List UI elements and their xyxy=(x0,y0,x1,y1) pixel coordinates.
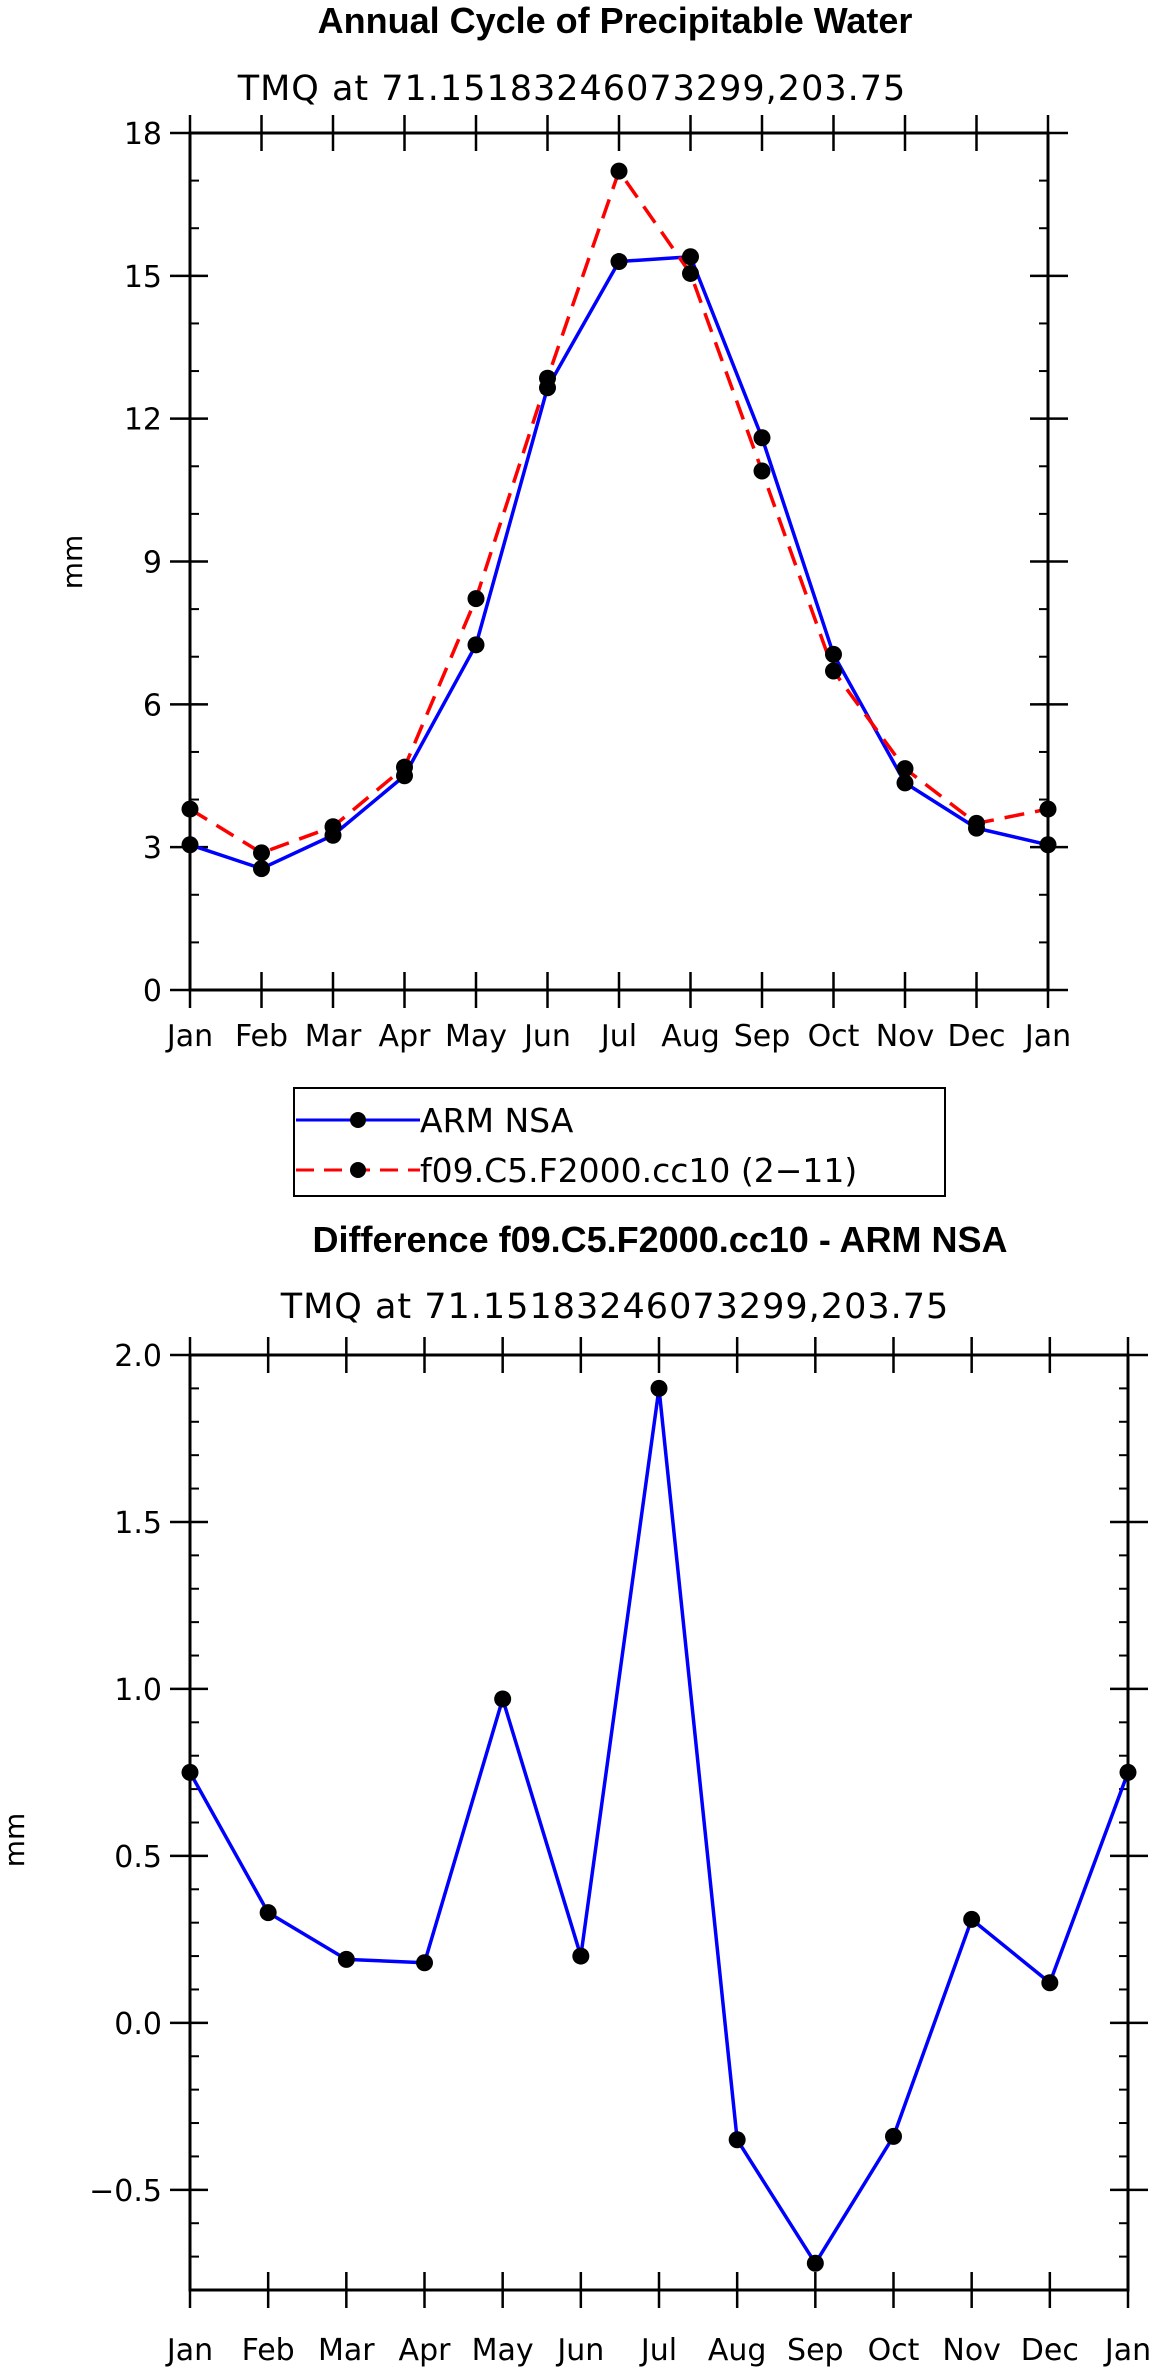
chart1-series-0-point xyxy=(682,248,699,266)
chart1-xtick-label: Dec xyxy=(947,1019,1005,1054)
chart2-axes: −0.5 0.0 0.5 1.0 1.5 2.0 Jan Feb Mar Apr May Jun Jul… xyxy=(89,1337,1151,2368)
chart1-xtick-label: Aug xyxy=(661,1019,720,1054)
annual-cycle-chart: Annual Cycle of Precipitable Water TMQ a… xyxy=(56,0,1071,1054)
chart2-ytick-label: 0.5 xyxy=(114,1840,162,1875)
chart2-series-0-point xyxy=(259,1904,277,1922)
chart2-plot-area xyxy=(181,1379,1137,2272)
chart1-series-1-point xyxy=(968,814,985,832)
chart2-ytick-label: 1.5 xyxy=(114,1506,162,1541)
legend-model-label: f09.C5.F2000.cc10 (2−11) xyxy=(420,1151,857,1190)
chart2-xtick-label: Jan xyxy=(1103,2333,1151,2368)
chart2-ylabel: mm xyxy=(0,1813,31,1868)
chart2-xtick-label: Jun xyxy=(555,2333,604,2368)
chart2-xtick-label: Nov xyxy=(942,2333,1001,2368)
chart1-series-1-point xyxy=(467,590,485,608)
chart1-ytick-label: 6 xyxy=(143,688,162,723)
chart1-xtick-label: Sep xyxy=(734,1019,791,1054)
chart1-ytick-label: 3 xyxy=(143,831,162,866)
chart2-series-0-point xyxy=(885,2127,902,2145)
chart1-ytick-label: 12 xyxy=(124,403,162,438)
chart1-series-1-point xyxy=(181,800,199,818)
chart1-ytick-label: 18 xyxy=(124,117,162,152)
chart2-series-line-0 xyxy=(188,1386,1130,2266)
chart2-subtitle: TMQ at 71.15183246073299,203.75 xyxy=(280,1287,950,1327)
chart2-frame xyxy=(188,1353,1130,2292)
chart2-ytick-label: 0.0 xyxy=(114,2007,162,2042)
chart1-ytick-label: 15 xyxy=(124,260,162,295)
chart1-series-0-point xyxy=(610,253,628,271)
chart1-title: Annual Cycle of Precipitable Water xyxy=(318,0,913,41)
legend-arm-label: ARM NSA xyxy=(420,1101,574,1140)
chart2-series-0-point xyxy=(416,1954,433,1972)
chart1-xtick-label: Jul xyxy=(599,1019,637,1054)
chart2-xtick-label: Dec xyxy=(1021,2333,1079,2368)
chart2-xtick-label: May xyxy=(472,2333,534,2368)
chart2-ytick-label: −0.5 xyxy=(89,2174,162,2209)
chart2-xtick-label: Sep xyxy=(787,2333,844,2368)
chart1-xtick-label: Jan xyxy=(165,1019,213,1054)
difference-chart: Difference f09.C5.F2000.cc10 - ARM NSA T… xyxy=(0,1219,1151,2368)
chart1-xtick-label: Apr xyxy=(379,1019,432,1054)
chart1-xtick-label: Nov xyxy=(876,1019,935,1054)
chart2-xtick-label: Jan xyxy=(165,2333,213,2368)
chart2-xtick-label: Apr xyxy=(399,2333,452,2368)
chart1-ytick-label: 9 xyxy=(143,546,162,581)
chart1-xtick-label: Mar xyxy=(305,1019,362,1054)
chart2-ytick-label: 1.0 xyxy=(114,1673,162,1708)
chart2-series-0-point xyxy=(1041,1974,1059,1992)
chart2-series-0-point xyxy=(650,1379,668,1397)
chart1-xtick-label: Jun xyxy=(522,1019,571,1054)
chart2-series-0-point xyxy=(337,1950,355,1968)
chart1-axes: 0 3 6 9 12 15 18 Jan Feb Mar Apr May Jun Jul Aug Sep Oct… xyxy=(124,115,1071,1054)
chart2-series-0-point xyxy=(963,1910,981,1928)
chart1-series-0-point xyxy=(181,836,199,854)
chart2-xtick-label: Oct xyxy=(868,2333,920,2368)
chart1-series-1-point xyxy=(682,264,699,282)
chart1-series-0-point xyxy=(753,429,771,447)
chart2-series-0-point xyxy=(728,2131,746,2149)
chart1-xtick-label: Jan xyxy=(1023,1019,1071,1054)
chart2-xtick-label: Jul xyxy=(639,2333,677,2368)
chart1-series-0-point xyxy=(825,645,842,663)
chart1-ytick-label: 0 xyxy=(143,974,162,1009)
chart1-series-line-0 xyxy=(189,255,1049,871)
chart1-series-1-point xyxy=(253,844,270,862)
chart2-xtick-label: Feb xyxy=(242,2333,295,2368)
chart2-series-0-point xyxy=(181,1763,199,1781)
legend-model-marker xyxy=(350,1162,366,1178)
chart1-series-1-point xyxy=(396,758,413,776)
chart1-xtick-label: May xyxy=(445,1019,507,1054)
chart1-xtick-label: Oct xyxy=(808,1019,860,1054)
chart1-ylabel: mm xyxy=(56,535,89,590)
chart2-series-0-point xyxy=(494,1690,512,1708)
chart2-series-0-point xyxy=(572,1947,590,1965)
legend-arm-marker xyxy=(350,1112,366,1128)
chart1-series-1-point xyxy=(896,760,914,778)
chart1-series-1-point xyxy=(610,162,628,180)
chart1-legend: ARM NSA f09.C5.F2000.cc10 (2−11) xyxy=(293,1087,946,1197)
chart1-plot-area xyxy=(181,162,1057,878)
legend-box xyxy=(293,1087,946,1197)
chart1-series-1-point xyxy=(825,662,842,680)
chart2-xtick-label: Mar xyxy=(318,2333,375,2368)
chart1-xtick-label: Feb xyxy=(235,1019,288,1054)
chart2-series-0-point xyxy=(806,2254,824,2272)
chart1-series-0-point xyxy=(467,636,485,654)
chart2-ytick-label: 2.0 xyxy=(114,1339,162,1374)
chart1-series-1-point xyxy=(539,369,556,387)
chart2-xtick-label: Aug xyxy=(708,2333,767,2368)
chart2-title: Difference f09.C5.F2000.cc10 - ARM NSA xyxy=(313,1219,1008,1260)
chart2-series-0-point xyxy=(1119,1763,1137,1781)
chart1-subtitle: TMQ at 71.15183246073299,203.75 xyxy=(237,69,907,109)
chart1-series-line-1 xyxy=(189,169,1049,855)
chart1-series-1-point xyxy=(324,818,342,836)
chart1-series-0-point xyxy=(1039,836,1057,854)
chart1-series-1-point xyxy=(753,462,771,480)
chart1-series-0-point xyxy=(896,774,914,792)
chart1-series-0-point xyxy=(253,860,270,878)
chart1-series-1-point xyxy=(1039,800,1057,818)
